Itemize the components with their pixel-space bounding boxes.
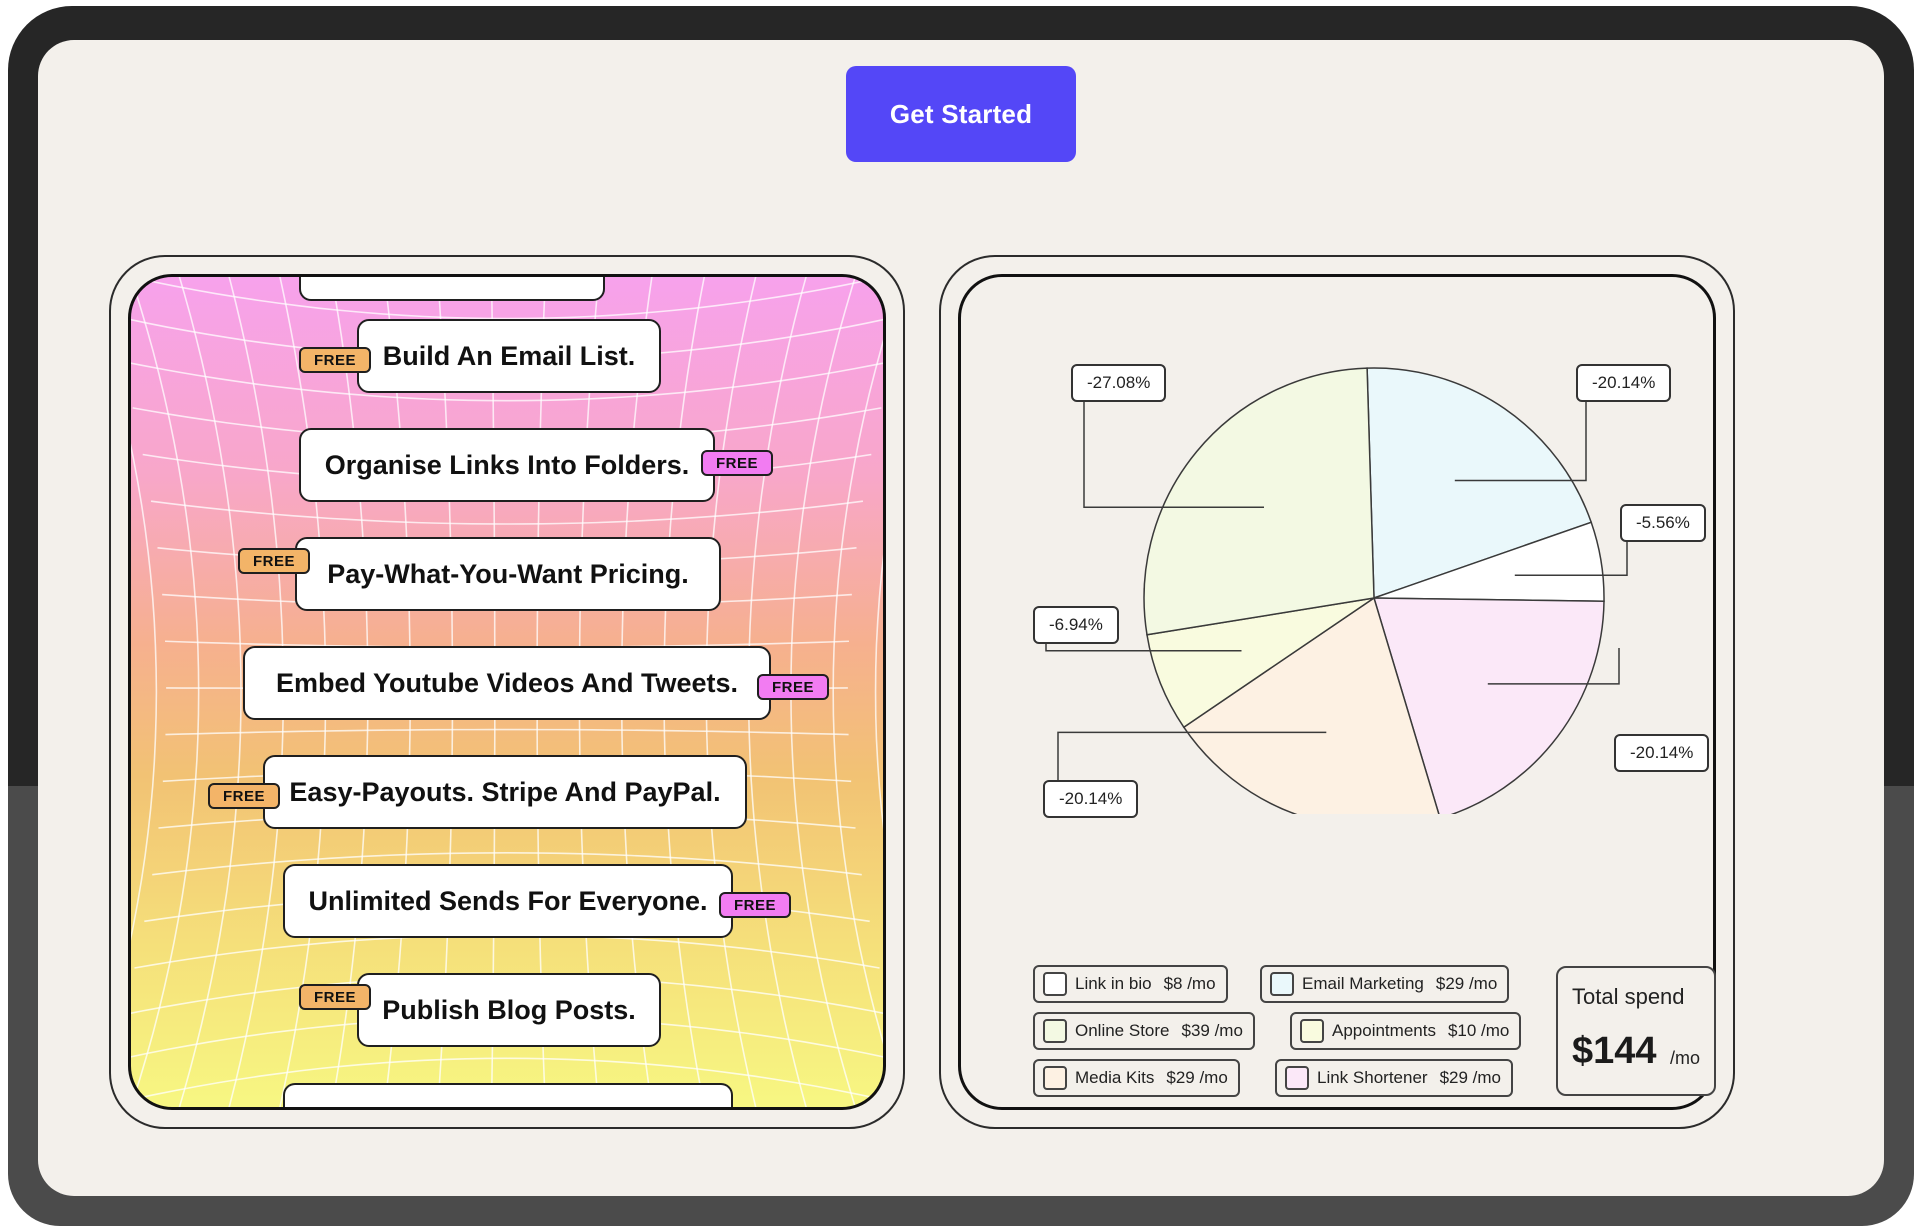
free-badge: FREE: [299, 984, 371, 1010]
feature-pill-pricing: Pay-What-You-Want Pricing.: [295, 537, 721, 611]
legend-name: Media Kits: [1075, 1068, 1154, 1088]
legend-price: $39 /mo: [1182, 1021, 1243, 1041]
spend-pie-chart: [958, 274, 1716, 814]
legend-name: Online Store: [1075, 1021, 1170, 1041]
free-badge: FREE: [701, 450, 773, 476]
feature-label: Unlimited Sends For Everyone.: [308, 886, 707, 917]
legend-email-marketing[interactable]: Email Marketing $29 /mo: [1260, 965, 1509, 1003]
features-card: Build An Email List. FREE Organise Links…: [128, 274, 886, 1110]
grid-line: [131, 277, 156, 1107]
feature-pill-email-list: Build An Email List.: [357, 319, 661, 393]
legend-link-in-bio[interactable]: Link in bio $8 /mo: [1033, 965, 1228, 1003]
legend-price: $29 /mo: [1440, 1068, 1501, 1088]
checkbox-icon[interactable]: [1043, 1019, 1067, 1043]
checkbox-icon[interactable]: [1285, 1066, 1309, 1090]
legend-media-kits[interactable]: Media Kits $29 /mo: [1033, 1059, 1240, 1097]
free-badge: FREE: [719, 892, 791, 918]
grid-line: [876, 277, 883, 1107]
grid-line: [134, 935, 879, 968]
pie-label-online-store: -27.08%: [1071, 364, 1166, 402]
legend-price: $10 /mo: [1448, 1021, 1509, 1041]
grid-line: [165, 730, 848, 735]
checkbox-icon[interactable]: [1270, 972, 1294, 996]
legend-price: $29 /mo: [1166, 1068, 1227, 1088]
legend-name: Email Marketing: [1302, 974, 1424, 994]
feature-pill-blog: Publish Blog Posts.: [357, 973, 661, 1047]
pie-label-media-kits: -20.14%: [1043, 780, 1138, 818]
legend-link-shortener[interactable]: Link Shortener $29 /mo: [1275, 1059, 1513, 1097]
pie-slice: [1144, 368, 1374, 635]
legend-name: Link in bio: [1075, 974, 1152, 994]
feature-pill-partial-top: [299, 277, 605, 301]
feature-label: Publish Blog Posts.: [382, 995, 636, 1026]
grid-line: [151, 501, 863, 524]
get-started-button[interactable]: Get Started: [846, 66, 1076, 162]
free-badge: FREE: [299, 347, 371, 373]
feature-pill-folders: Organise Links Into Folders.: [299, 428, 715, 502]
legend-online-store[interactable]: Online Store $39 /mo: [1033, 1012, 1255, 1050]
legend-price: $8 /mo: [1164, 974, 1216, 994]
feature-label: Pay-What-You-Want Pricing.: [327, 559, 689, 590]
legend-name: Link Shortener: [1317, 1068, 1428, 1088]
checkbox-icon[interactable]: [1300, 1019, 1324, 1043]
free-badge: FREE: [208, 783, 280, 809]
feature-pill-unlimited-sends: Unlimited Sends For Everyone.: [283, 864, 733, 938]
free-badge: FREE: [757, 674, 829, 700]
feature-pill-embed: Embed Youtube Videos And Tweets.: [243, 646, 771, 720]
feature-label: Embed Youtube Videos And Tweets.: [276, 668, 738, 699]
total-spend-unit: /mo: [1670, 1048, 1700, 1069]
pie-label-link-in-bio: -5.56%: [1620, 504, 1706, 542]
feature-label: Organise Links Into Folders.: [325, 450, 690, 481]
total-spend-label: Total spend: [1572, 984, 1685, 1010]
pie-label-link-shortener: -20.14%: [1614, 734, 1709, 772]
checkbox-icon[interactable]: [1043, 972, 1067, 996]
legend-appointments[interactable]: Appointments $10 /mo: [1290, 1012, 1521, 1050]
legend-name: Appointments: [1332, 1021, 1436, 1041]
free-badge: FREE: [238, 548, 310, 574]
feature-pill-payouts: Easy-Payouts. Stripe And PayPal.: [263, 755, 747, 829]
grid-line: [171, 277, 241, 1107]
pie-label-email-marketing: -20.14%: [1576, 364, 1671, 402]
feature-label: Easy-Payouts. Stripe And PayPal.: [289, 777, 720, 808]
legend-price: $29 /mo: [1436, 974, 1497, 994]
total-spend-amount: $144: [1572, 1030, 1657, 1073]
pie-label-appointments: -6.94%: [1033, 606, 1119, 644]
grid-line: [131, 277, 199, 1107]
checkbox-icon[interactable]: [1043, 1066, 1067, 1090]
feature-pill-partial-bottom: [283, 1083, 733, 1107]
feature-label: Build An Email List.: [383, 341, 636, 372]
